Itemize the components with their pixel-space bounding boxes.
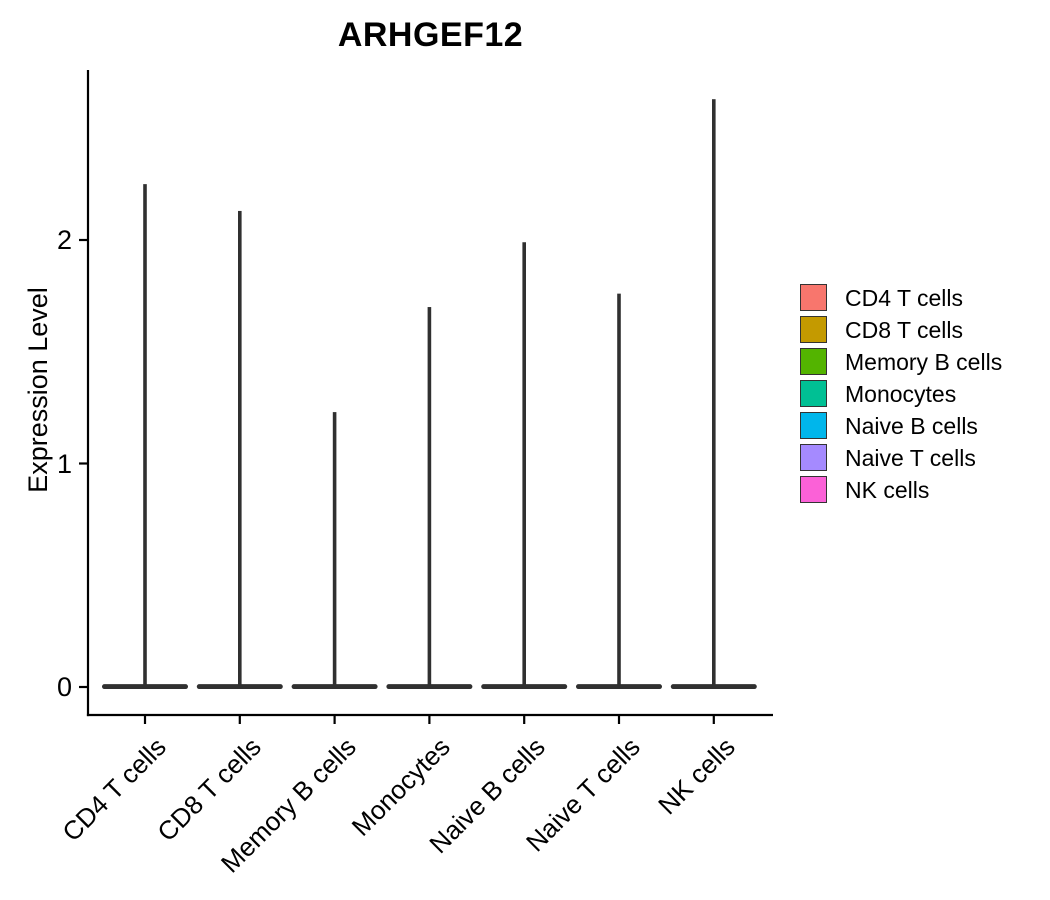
legend-label-naive-b-cells: Naive B cells <box>845 413 978 439</box>
violin-spike-monocytes <box>427 307 432 686</box>
violin-base-naive-t-cells <box>576 684 662 690</box>
legend-label-monocytes: Monocytes <box>845 381 957 407</box>
violin-base-cd8-t-cells <box>196 684 283 690</box>
violin-spike-cd4-t-cells <box>143 184 147 686</box>
y-tick-label-0: 0 <box>56 672 72 702</box>
violin-base-nk-cells <box>670 684 757 690</box>
legend-label-nk-cells: NK cells <box>845 477 930 503</box>
violin-base-cd4-t-cells <box>102 684 188 690</box>
legend-label-naive-t-cells: Naive T cells <box>845 445 976 471</box>
violin-base-naive-b-cells <box>481 684 568 690</box>
violin-base-monocytes <box>386 684 473 690</box>
legend-label-memory-b-cells: Memory B cells <box>845 349 1003 375</box>
violin-base-memory-b-cells <box>291 684 378 690</box>
violin-spike-naive-b-cells <box>522 242 526 687</box>
chart-title: ARHGEF12 <box>337 16 524 54</box>
violin-spike-memory-b-cells <box>332 412 337 686</box>
legend-swatch-naive-b-cells <box>800 412 827 439</box>
legend-swatch-naive-t-cells <box>800 444 827 471</box>
violin-spike-naive-t-cells <box>617 293 621 686</box>
legend-label-cd8-t-cells: CD8 T cells <box>845 317 964 343</box>
violin-spike-cd8-t-cells <box>238 210 242 686</box>
legend-label-cd4-t-cells: CD4 T cells <box>845 285 964 311</box>
legend-swatch-monocytes <box>800 380 827 407</box>
y-tick-label-2: 2 <box>56 225 72 255</box>
legend-swatch-cd4-t-cells <box>800 284 827 311</box>
violin-spike-nk-cells <box>712 99 716 686</box>
y-tick-label-1: 1 <box>56 448 72 479</box>
legend-swatch-memory-b-cells <box>800 348 827 375</box>
legend-swatch-nk-cells <box>800 476 827 503</box>
legend-swatch-cd8-t-cells <box>800 316 827 343</box>
